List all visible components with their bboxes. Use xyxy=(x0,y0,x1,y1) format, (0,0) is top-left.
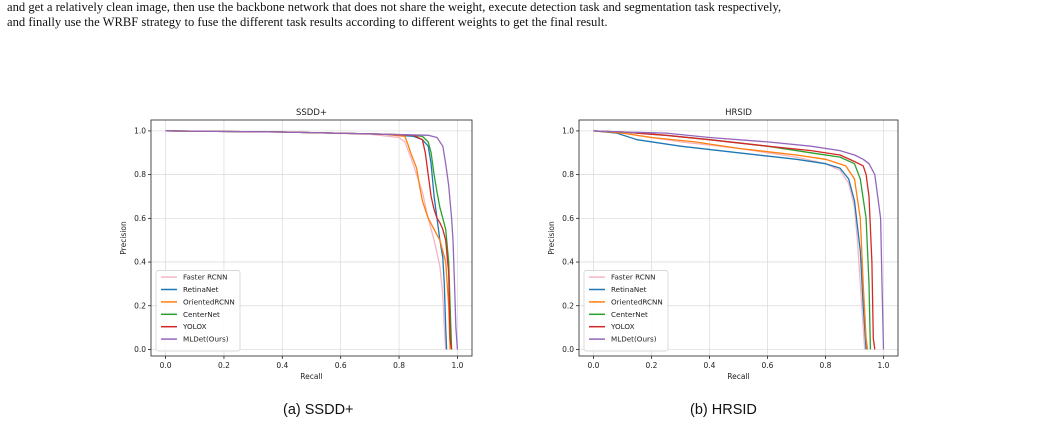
y-tick-label: 0.2 xyxy=(562,301,574,310)
x-tick-label: 0.0 xyxy=(160,361,172,370)
legend: Faster RCNN RetinaNet OrientedRCNN CenterNe… xyxy=(583,270,669,352)
y-tick-label: 0.8 xyxy=(134,170,146,179)
x-tick-label: 0.2 xyxy=(218,361,230,370)
y-tick-label: 0.0 xyxy=(562,345,574,354)
y-axis-label: Precision xyxy=(119,221,128,255)
x-tick-label: 0.6 xyxy=(335,361,347,370)
series-line-faster-rcnn xyxy=(165,130,447,350)
legend-label: MLDet(Ours) xyxy=(183,335,229,344)
y-tick-label: 0.8 xyxy=(562,170,574,179)
x-tick-label: 0.8 xyxy=(393,361,405,370)
series-line-mldet-ours xyxy=(593,130,885,350)
legend-label: YOLOX xyxy=(610,322,635,331)
series-line-mldet-ours xyxy=(165,130,459,350)
legend-label: OrientedRCNN xyxy=(183,297,235,306)
x-axis-label: Recall xyxy=(727,372,749,381)
y-tick-label: 0.6 xyxy=(562,214,574,223)
y-tick-label: 0.0 xyxy=(134,345,146,354)
legend-label: RetinaNet xyxy=(611,285,647,294)
legend-label: Faster RCNN xyxy=(611,273,656,282)
legend-label: RetinaNet xyxy=(183,285,219,294)
legend-label: CenterNet xyxy=(611,310,648,319)
legend-label: MLDet(Ours) xyxy=(611,335,657,344)
legend-label: Faster RCNN xyxy=(183,273,228,282)
y-tick-label: 0.2 xyxy=(134,301,146,310)
series-line-yolox xyxy=(593,130,876,350)
x-tick-label: 0.2 xyxy=(646,361,658,370)
series-line-orientedrcnn xyxy=(593,130,869,350)
legend-box xyxy=(155,270,241,352)
caption-b: (b) HRSID xyxy=(690,402,757,418)
y-tick-label: 0.6 xyxy=(134,214,146,223)
chart-ssdd: 0.0 0.2 0.4 0.6 0.8 1.0 0.0 0.2 0.4 0.6 0.8 1.0 SSDD… xyxy=(119,108,473,381)
body-text-line: and finally use the WRBF strategy to fus… xyxy=(7,15,608,29)
y-tick-label: 0.4 xyxy=(134,258,146,267)
chart-hrsid: 0.0 0.2 0.4 0.6 0.8 1.0 0.0 0.2 0.4 0.6 0.8 1.0 HRSI… xyxy=(547,108,899,381)
caption-a: (a) SSDD+ xyxy=(283,402,354,418)
axes-frame xyxy=(150,119,473,357)
y-tick-label: 1.0 xyxy=(562,127,574,136)
y-tick-label: 0.4 xyxy=(562,258,574,267)
series-line-retinanet xyxy=(593,130,867,350)
x-tick-label: 1.0 xyxy=(878,361,890,370)
legend: Faster RCNN RetinaNet OrientedRCNN CenterNe… xyxy=(155,270,241,352)
chart-title: HRSID xyxy=(725,108,752,118)
axes-frame xyxy=(578,119,899,357)
y-axis-label: Precision xyxy=(547,221,556,255)
x-tick-label: 1.0 xyxy=(451,361,463,370)
legend-label: OrientedRCNN xyxy=(611,297,663,306)
x-tick-label: 0.6 xyxy=(762,361,774,370)
x-tick-label: 0.8 xyxy=(820,361,832,370)
body-paragraph: and get a relatively clean image, then u… xyxy=(7,0,1033,30)
x-axis-label: Recall xyxy=(300,372,322,381)
legend-box xyxy=(583,270,669,352)
x-tick-label: 0.0 xyxy=(588,361,600,370)
x-tick-label: 0.4 xyxy=(704,361,716,370)
y-tick-label: 1.0 xyxy=(134,127,146,136)
legend-label: YOLOX xyxy=(182,322,207,331)
legend-label: CenterNet xyxy=(183,310,220,319)
body-text-line: and get a relatively clean image, then u… xyxy=(7,0,782,14)
x-tick-label: 0.4 xyxy=(276,361,288,370)
chart-title: SSDD+ xyxy=(296,108,327,118)
